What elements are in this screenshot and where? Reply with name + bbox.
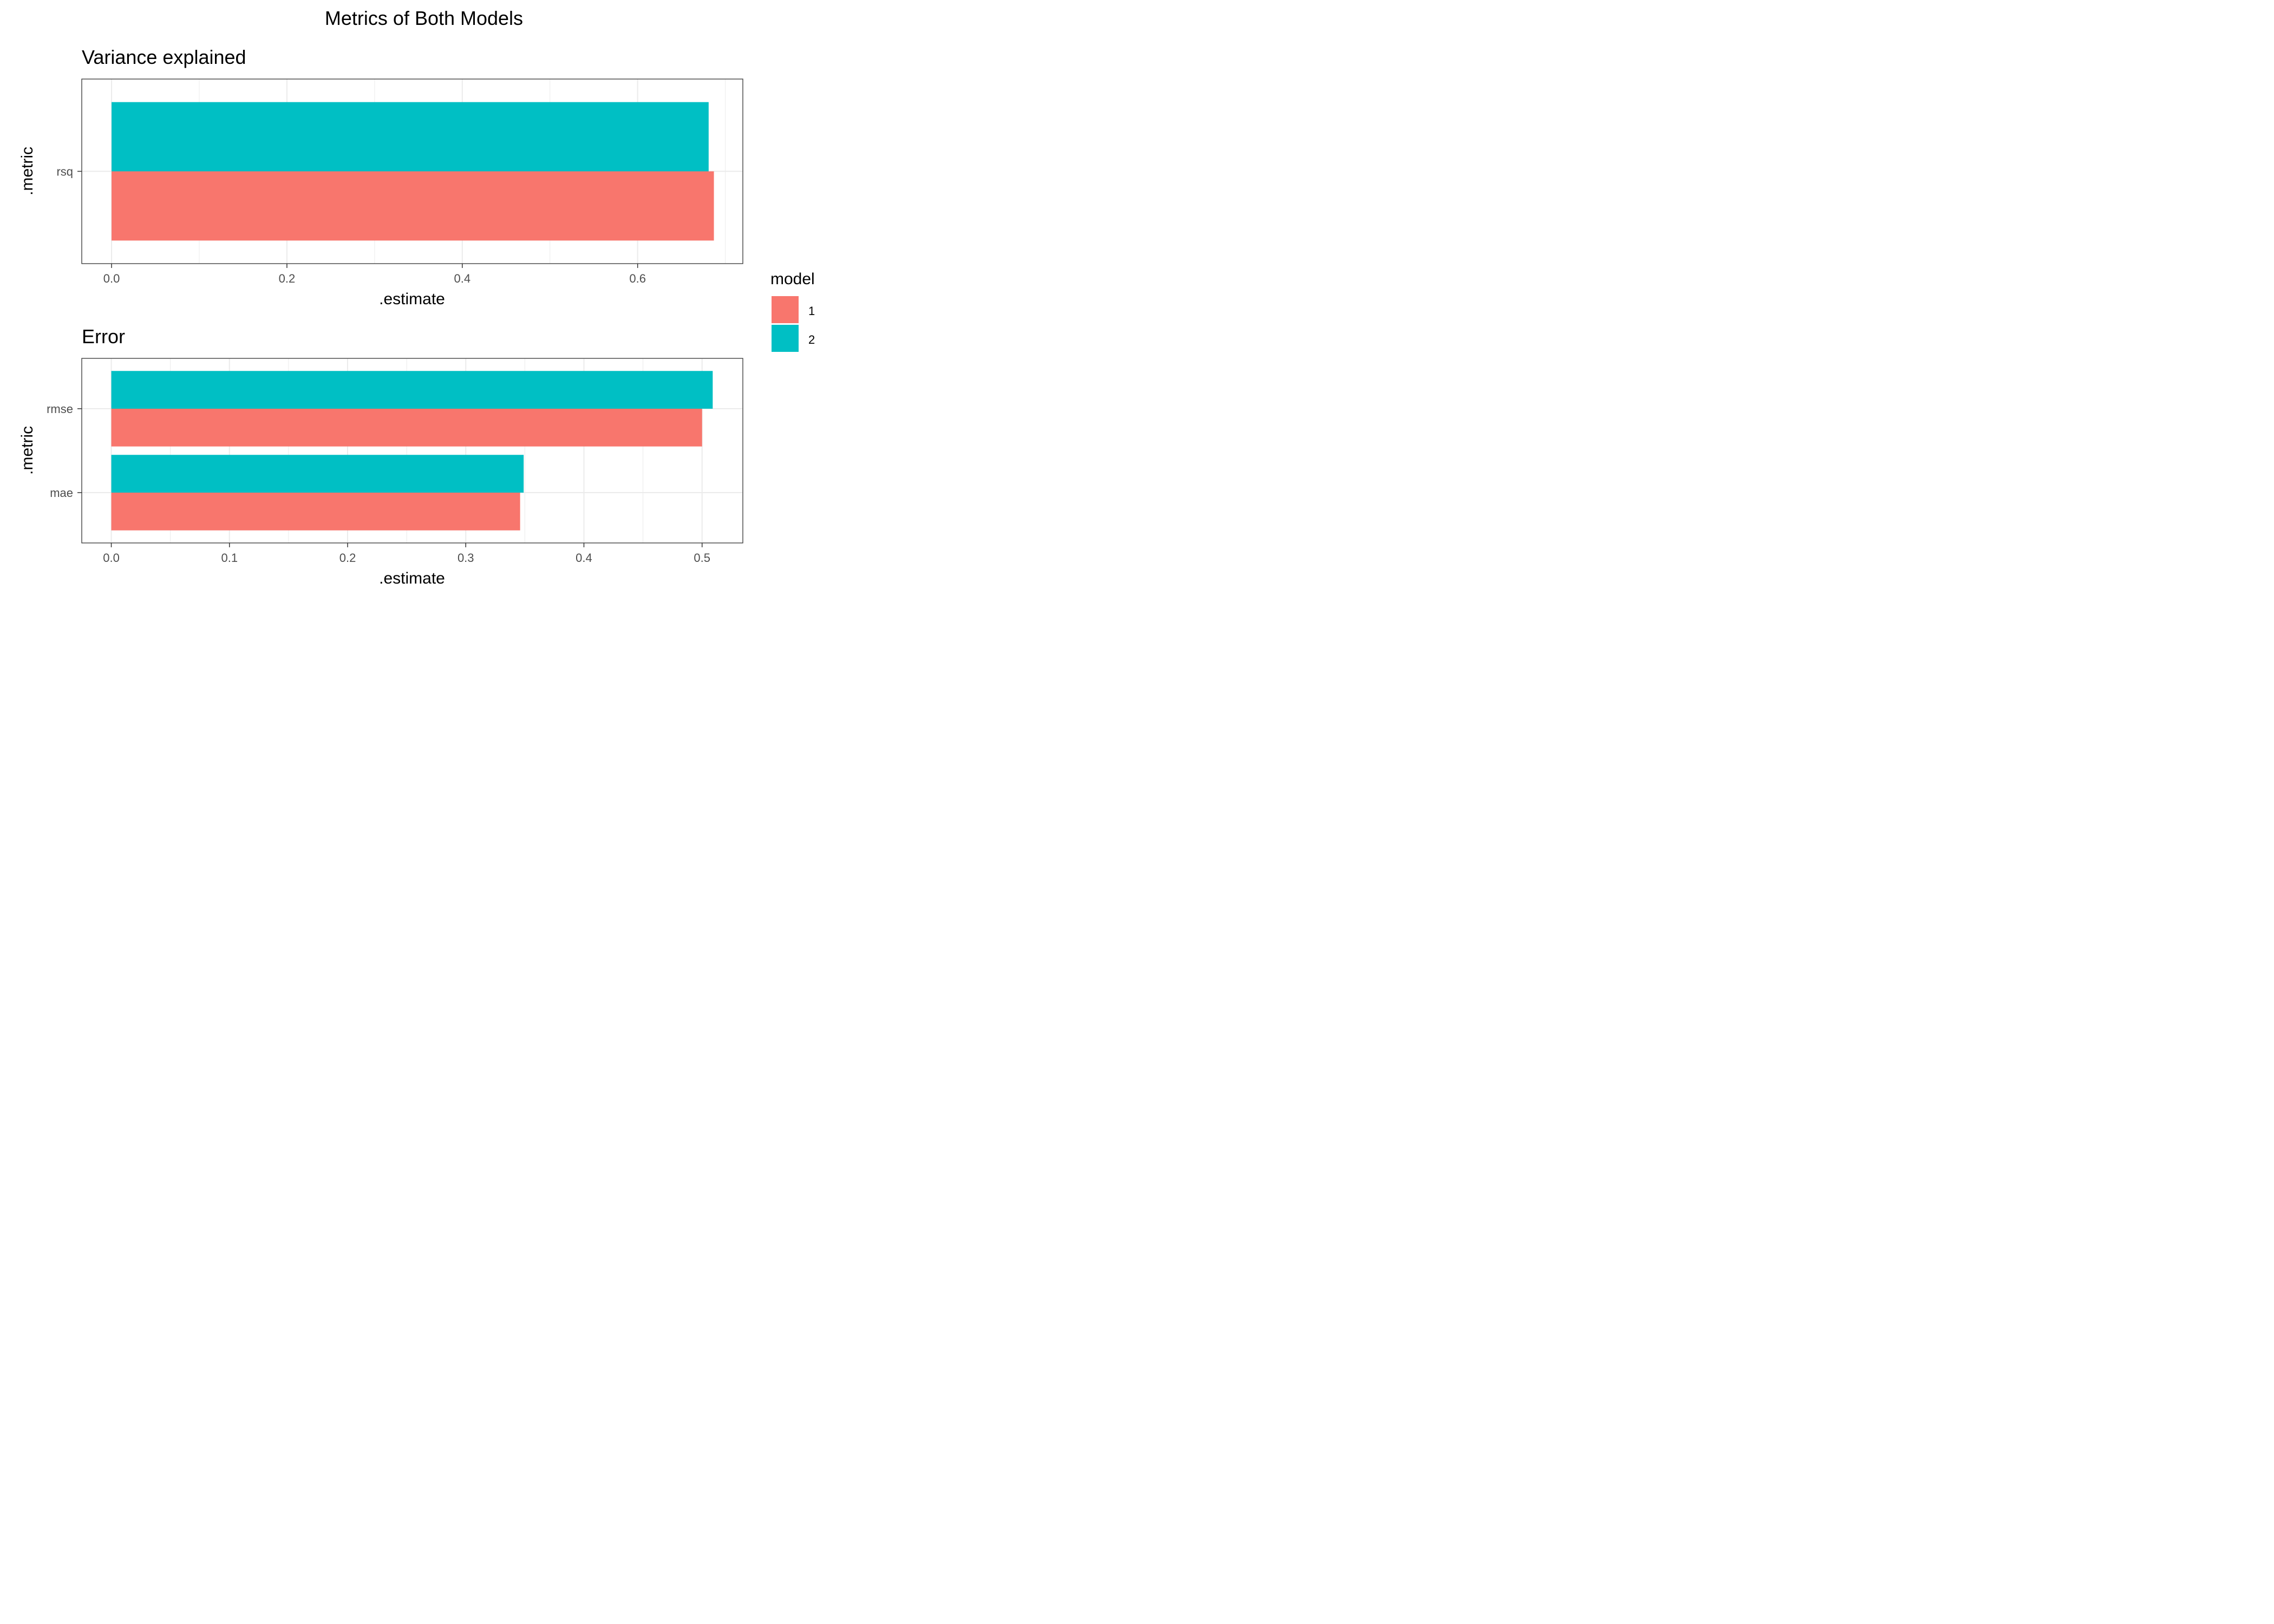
legend: model 1 2 bbox=[770, 270, 815, 352]
legend-key-model-1 bbox=[772, 296, 799, 323]
x-tick-label: 0.1 bbox=[221, 551, 238, 565]
panel-border bbox=[81, 358, 743, 543]
bar-rsq-model-1 bbox=[112, 171, 714, 241]
figure-title: Metrics of Both Models bbox=[325, 7, 523, 29]
panel-error: Error 0.0 0.1 0.2 0.3 0.4 0.5 mae rmse .estima… bbox=[18, 325, 743, 587]
bars bbox=[111, 371, 713, 531]
bar-mae-model-2 bbox=[111, 455, 524, 493]
bar-rsq-model-2 bbox=[112, 102, 709, 172]
x-tick-label: 0.5 bbox=[694, 551, 710, 565]
x-axis: 0.0 0.1 0.2 0.3 0.4 0.5 bbox=[103, 543, 710, 565]
x-tick-label: 0.2 bbox=[279, 272, 296, 285]
x-tick-label: 0.3 bbox=[458, 551, 474, 565]
panel-title: Variance explained bbox=[82, 46, 246, 68]
x-tick-label: 0.6 bbox=[629, 272, 646, 285]
x-tick-label: 0.4 bbox=[576, 551, 592, 565]
y-tick-label: rmse bbox=[47, 402, 73, 416]
x-axis-title: .estimate bbox=[379, 290, 445, 308]
x-axis: 0.0 0.2 0.4 0.6 bbox=[103, 264, 646, 285]
x-tick-label: 0.4 bbox=[454, 272, 471, 285]
legend-key-model-2 bbox=[772, 325, 799, 352]
y-tick-label: rsq bbox=[56, 165, 73, 179]
panel-variance-explained: Variance explained 0.0 0.2 0.4 0.6 rsq .est… bbox=[18, 46, 743, 308]
bars bbox=[112, 102, 714, 241]
panel-title: Error bbox=[82, 325, 125, 348]
bar-mae-model-1 bbox=[111, 493, 520, 531]
y-tick-label: mae bbox=[50, 486, 73, 500]
y-axis: mae rmse bbox=[47, 402, 82, 500]
y-axis-title: .metric bbox=[18, 147, 36, 195]
y-axis-title: .metric bbox=[18, 426, 36, 475]
figure: Metrics of Both Models Variance explaine… bbox=[0, 0, 841, 600]
x-tick-label: 0.0 bbox=[103, 272, 120, 285]
x-axis-title: .estimate bbox=[379, 569, 445, 587]
bar-rmse-model-1 bbox=[111, 409, 702, 447]
x-tick-label: 0.2 bbox=[339, 551, 356, 565]
bar-rmse-model-2 bbox=[111, 371, 713, 409]
legend-label-model-2: 2 bbox=[808, 333, 815, 346]
legend-label-model-1: 1 bbox=[808, 304, 815, 318]
legend-title: model bbox=[770, 270, 815, 288]
x-tick-label: 0.0 bbox=[103, 551, 120, 565]
y-axis: rsq bbox=[56, 165, 82, 179]
